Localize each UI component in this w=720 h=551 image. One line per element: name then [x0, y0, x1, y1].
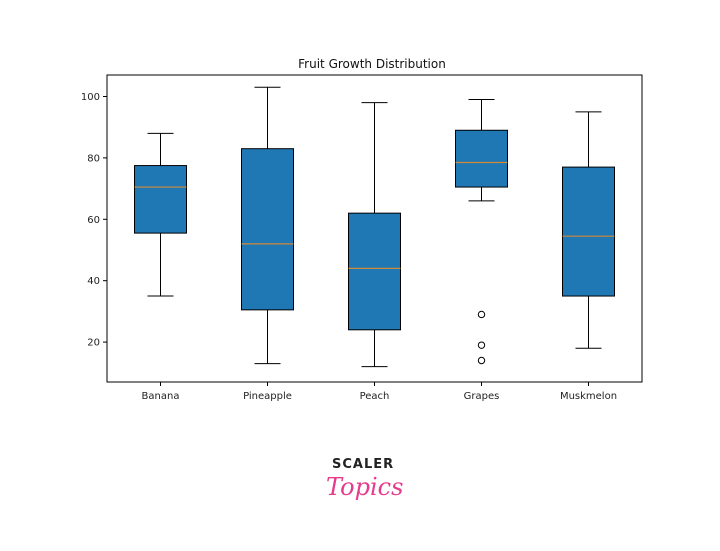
outlier-point — [477, 356, 486, 365]
iqr-box — [241, 148, 294, 311]
x-tick-label: Peach — [360, 391, 390, 402]
box-pineapple — [241, 86, 294, 365]
y-tick-label: 60 — [87, 215, 100, 226]
iqr-box — [134, 165, 187, 234]
outlier-point — [477, 341, 486, 349]
box-series — [134, 86, 615, 368]
logo-wordmark-top: SCALER — [332, 457, 395, 472]
outlier-point — [477, 310, 486, 319]
y-tick-label: 40 — [87, 276, 100, 287]
box-grapes — [455, 99, 508, 365]
x-tick-label: Muskmelon — [560, 391, 617, 402]
x-tick-label: Pineapple — [243, 391, 292, 402]
y-tick-label: 100 — [81, 92, 100, 103]
chart-title: Fruit Growth Distribution — [298, 57, 446, 71]
x-tick-label: Banana — [142, 391, 180, 402]
iqr-box — [562, 166, 615, 297]
x-tick-label: Grapes — [464, 391, 500, 402]
iqr-box — [455, 129, 508, 188]
y-tick-label: 80 — [87, 153, 100, 164]
iqr-box — [348, 212, 401, 331]
y-axis: 20 40 60 80 100 — [81, 92, 107, 349]
logo-wordmark-bottom: Topics — [326, 473, 404, 501]
y-tick-label: 20 — [87, 338, 100, 349]
box-banana — [134, 132, 187, 297]
box-peach — [348, 102, 401, 368]
x-axis: Banana Pineapple Peach Grapes Muskmelon — [142, 382, 617, 402]
box-muskmelon — [562, 111, 615, 349]
scaler-topics-logo: SCALER Topics — [300, 455, 420, 515]
